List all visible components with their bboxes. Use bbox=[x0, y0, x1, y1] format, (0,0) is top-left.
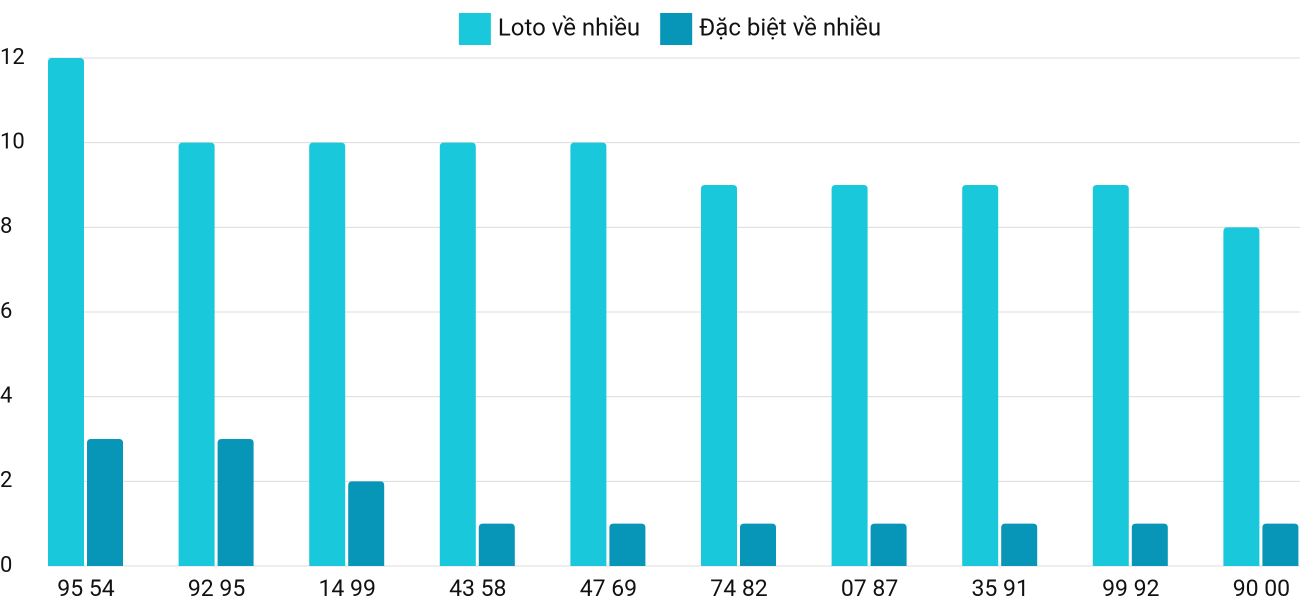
x-tick-label: 14 99 bbox=[318, 575, 375, 600]
bar bbox=[1001, 523, 1038, 566]
x-tick-label: 35 91 bbox=[971, 575, 1028, 600]
legend-swatch bbox=[458, 13, 491, 45]
bar bbox=[740, 523, 776, 566]
y-tick-label: 12 bbox=[0, 45, 25, 70]
x-tick-label: 99 92 bbox=[1102, 575, 1159, 600]
x-tick-label: 47 69 bbox=[580, 575, 637, 600]
x-tick-label: 92 95 bbox=[188, 575, 245, 600]
bar bbox=[1262, 523, 1299, 566]
y-tick-label: 10 bbox=[0, 129, 25, 154]
y-tick-label: 0 bbox=[0, 553, 12, 578]
bar bbox=[701, 185, 737, 566]
y-tick-label: 4 bbox=[0, 383, 12, 408]
legend-swatch bbox=[660, 13, 693, 45]
x-tick-label: 74 82 bbox=[710, 575, 767, 600]
bar bbox=[570, 142, 607, 566]
bar bbox=[439, 142, 476, 566]
y-tick-label: 8 bbox=[0, 214, 12, 239]
bar bbox=[309, 142, 346, 566]
bar bbox=[87, 439, 123, 566]
bar bbox=[1131, 523, 1168, 566]
bar bbox=[1223, 227, 1260, 567]
bar bbox=[1092, 185, 1129, 566]
bar bbox=[609, 523, 646, 566]
bar bbox=[348, 481, 385, 566]
x-tick-label: 90 00 bbox=[1233, 575, 1290, 600]
legend-item[interactable]: Loto về nhiều bbox=[458, 13, 640, 45]
x-tick-label: 95 54 bbox=[57, 575, 114, 600]
legend-label: Đặc biệt về nhiều bbox=[699, 13, 881, 41]
legend-item[interactable]: Đặc biệt về nhiều bbox=[660, 13, 881, 45]
bar bbox=[962, 185, 999, 566]
y-tick-label: 6 bbox=[0, 299, 12, 324]
bar bbox=[178, 142, 215, 566]
bar bbox=[478, 523, 515, 566]
bar bbox=[48, 58, 84, 566]
legend-label: Loto về nhiều bbox=[498, 13, 640, 41]
x-tick-label: 43 58 bbox=[449, 575, 506, 600]
bar bbox=[870, 523, 907, 566]
x-tick-label: 07 87 bbox=[841, 575, 898, 600]
bar bbox=[217, 439, 254, 566]
y-tick-label: 2 bbox=[0, 468, 12, 493]
bar bbox=[831, 185, 868, 566]
